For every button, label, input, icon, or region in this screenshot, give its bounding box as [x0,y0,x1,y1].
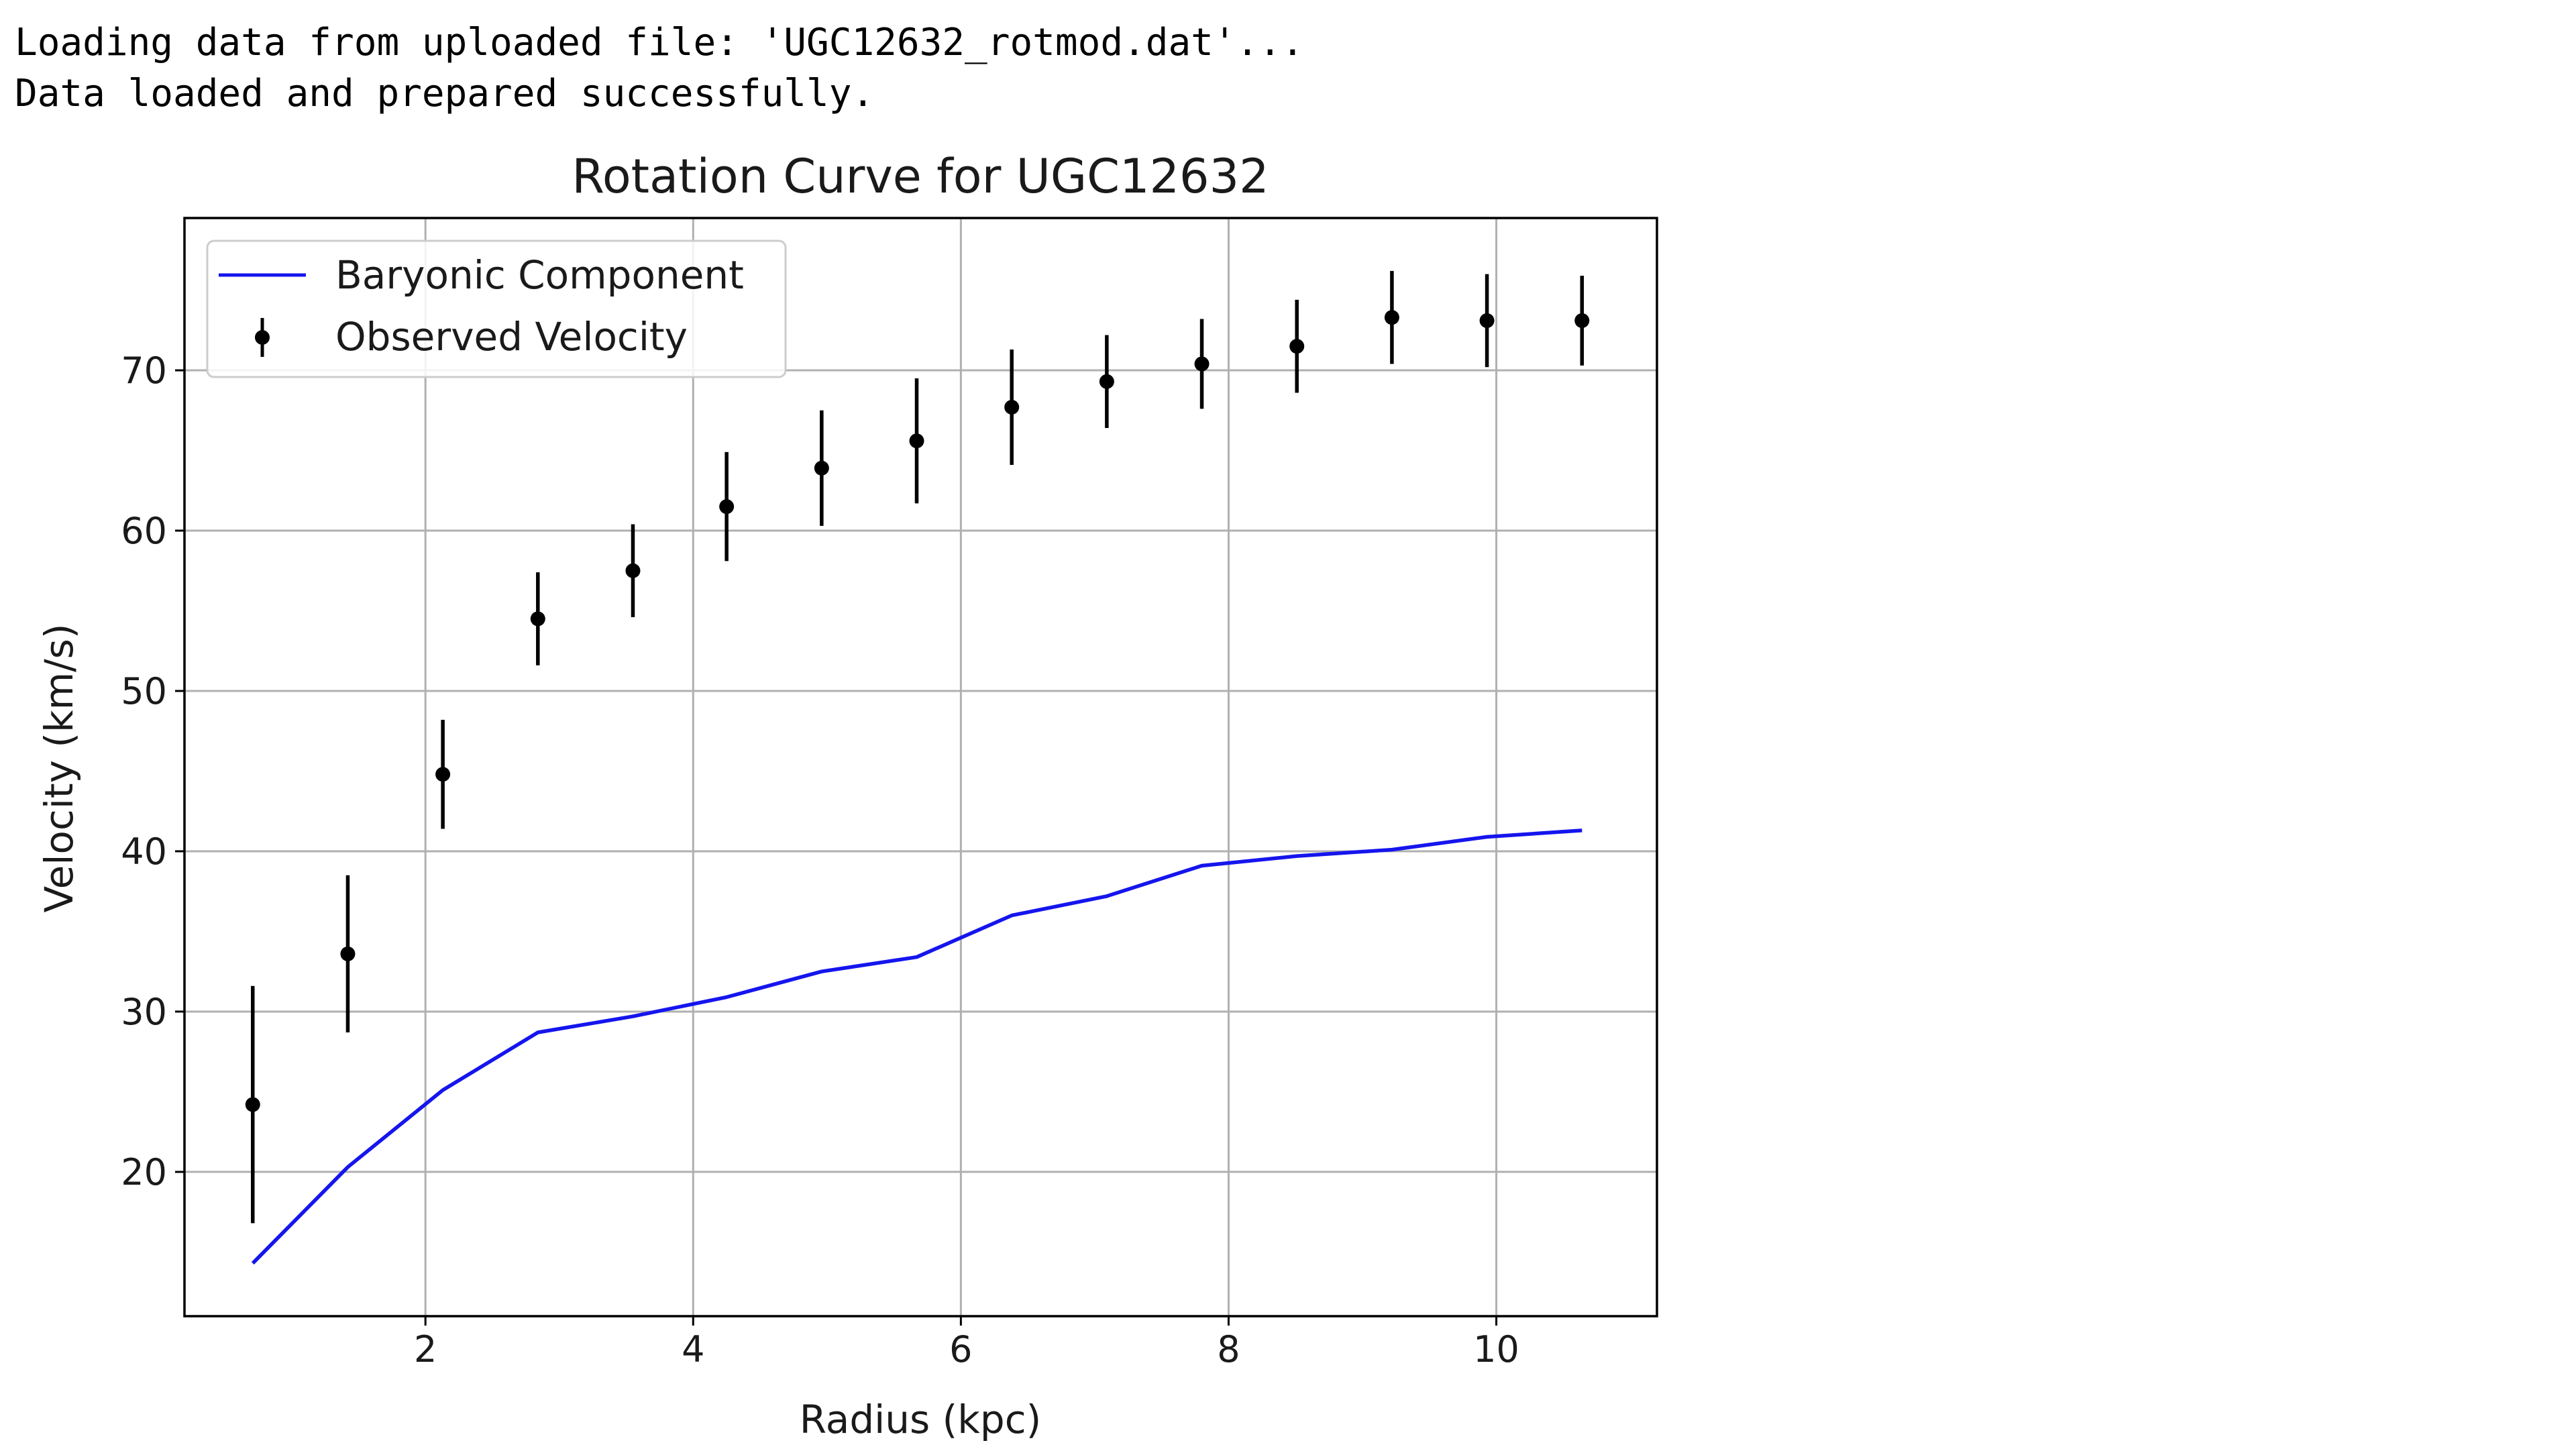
observed-point [435,767,451,782]
y-axis-label: Velocity (km/s) [36,623,82,912]
chart-title: Rotation Curve for UGC12632 [572,149,1269,204]
x-tick-label: 2 [414,1328,437,1371]
plot-frame [183,217,1658,1318]
axis-ticks: 2 4 6 8 10 20 30 40 50 60 70 [121,350,1519,1371]
y-tick-label: 30 [121,991,167,1033]
observed-point [245,1097,260,1112]
x-tick-label: 10 [1473,1328,1519,1371]
console-line-success: Data loaded and prepared successfully. [15,72,875,115]
console-output: Loading data from uploaded file: 'UGC126… [15,17,1304,119]
x-tick-label: 8 [1217,1328,1240,1371]
observed-point [1479,313,1495,328]
y-tick-label: 20 [121,1151,167,1193]
observed-point [1099,374,1114,389]
observed-point [1384,310,1399,325]
baryonic-series [251,828,1582,1265]
y-tick-label: 50 [121,670,167,712]
x-tick-label: 6 [949,1328,972,1371]
legend-marker-swatch [255,330,270,345]
observed-point [909,433,924,449]
observed-point [1004,399,1020,415]
legend-label-observed: Observed Velocity [335,314,688,360]
grid-lines [184,218,1657,1316]
observed-point [719,499,735,515]
observed-point [1289,339,1305,354]
console-line-loading: Loading data from uploaded file: 'UGC126… [15,21,1304,64]
y-tick-label: 60 [121,510,167,552]
baryonic-line [251,828,1582,1265]
observed-series [245,270,1590,1224]
y-tick-label: 70 [121,350,167,392]
observed-point [340,946,356,961]
observed-point [625,563,641,578]
legend: Baryonic Component Observed Velocity [206,239,787,378]
observed-point [1574,313,1590,328]
x-tick-label: 4 [682,1328,704,1371]
y-tick-label: 40 [121,830,167,873]
legend-label-baryonic: Baryonic Component [335,252,744,298]
observed-point [814,460,829,476]
observed-point [1194,356,1210,372]
observed-point [530,611,545,627]
legend-box [206,239,787,378]
x-axis-label: Radius (kpc) [800,1397,1041,1442]
